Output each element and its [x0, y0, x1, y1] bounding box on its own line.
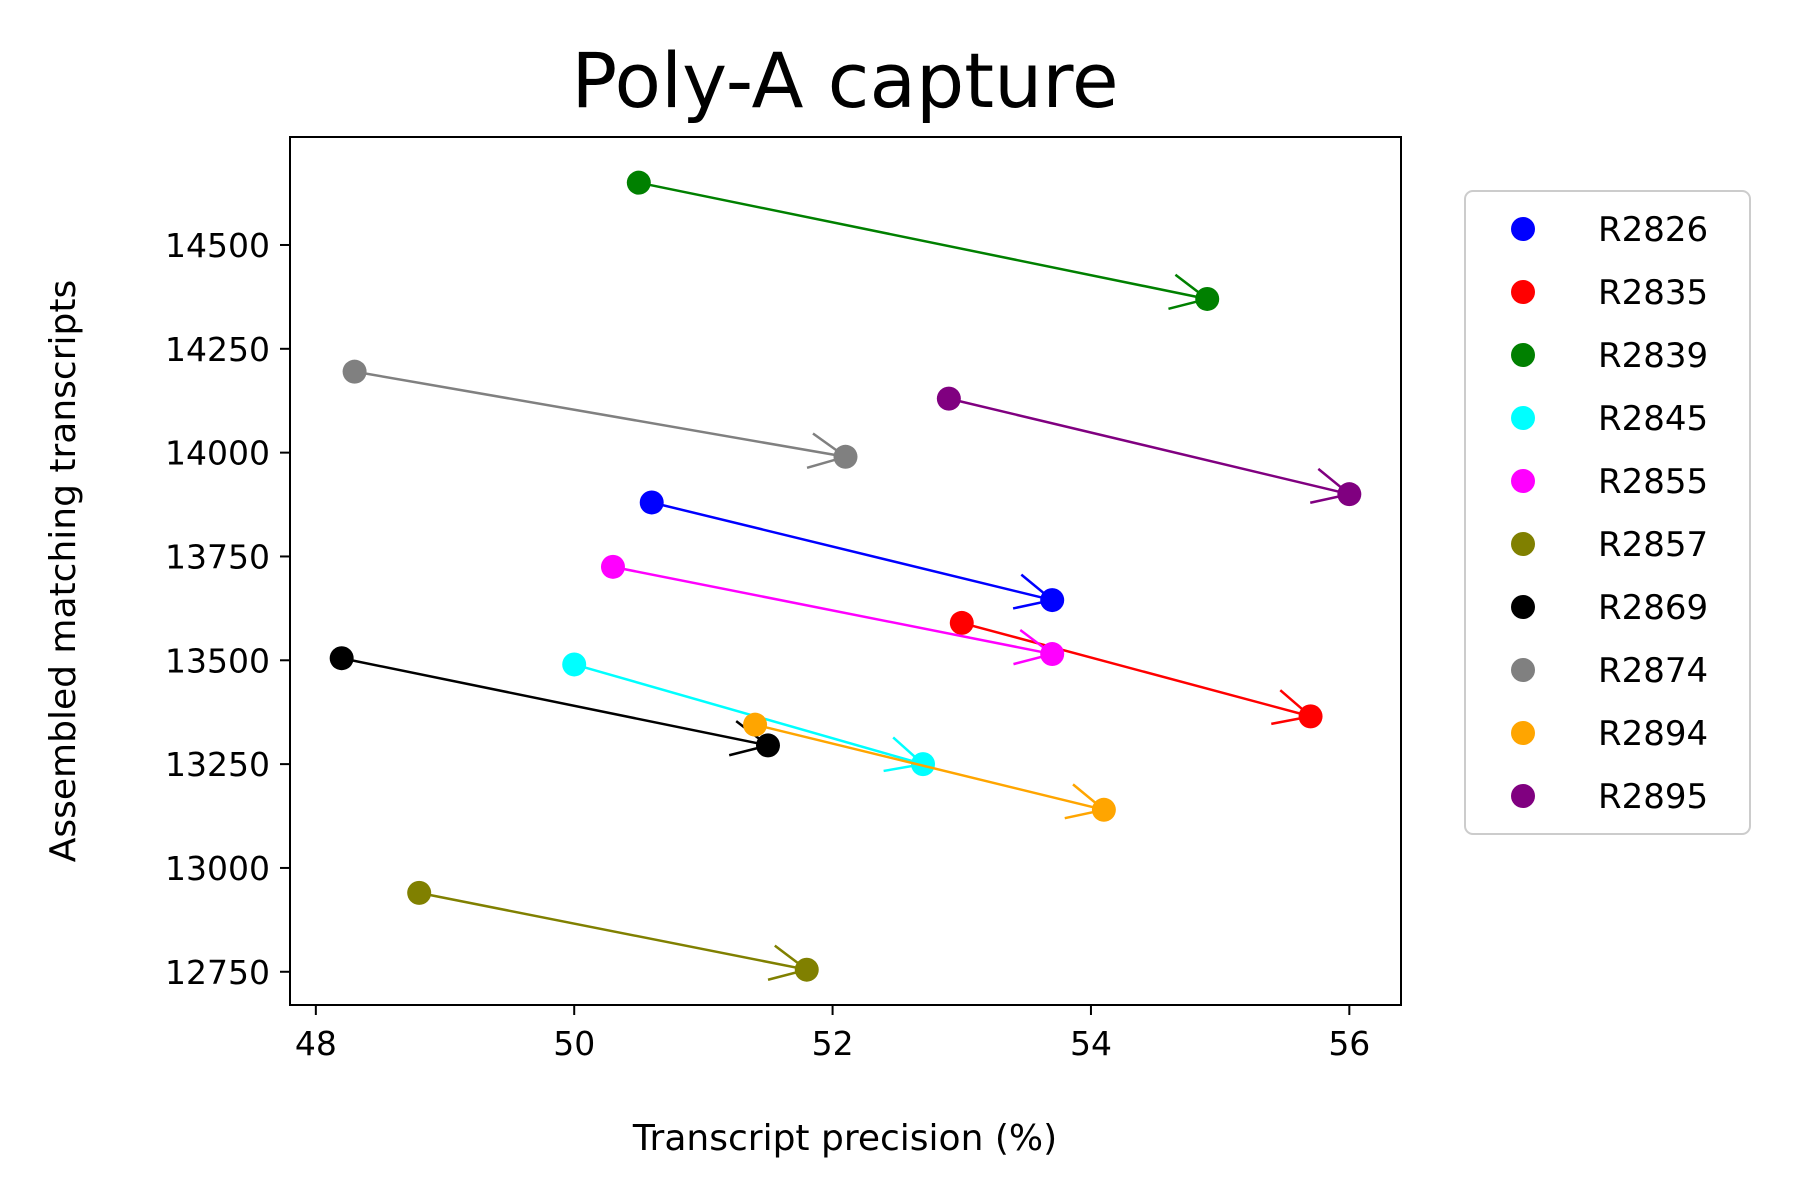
x-axis-label: Transcript precision (%)	[632, 1118, 1057, 1159]
series-arrow-line	[961, 621, 1311, 718]
legend-label: R2894	[1598, 714, 1708, 754]
y-tick-label: 14500	[165, 226, 270, 265]
data-point-end	[833, 444, 858, 469]
legend-label: R2874	[1598, 651, 1708, 691]
x-tick-label: 52	[812, 1024, 854, 1063]
y-axis: 12750 13000 13250 13500 13750 14000 14250 14500	[165, 226, 290, 992]
legend-marker	[1511, 217, 1535, 241]
plot-frame	[289, 136, 1402, 1006]
data-point-start	[743, 712, 768, 737]
data-point-start	[329, 646, 354, 671]
y-tick-label: 13500	[165, 641, 270, 680]
legend: R2826 R2835 R2839 R2845 R2855 R2857 R2869 R2874…	[1464, 190, 1751, 835]
y-tick-label: 14250	[165, 330, 270, 369]
series-arrow-line	[354, 370, 846, 459]
legend-marker	[1511, 658, 1535, 682]
legend-marker	[1511, 721, 1535, 745]
data-point-start	[600, 554, 625, 579]
y-tick-label: 13750	[165, 537, 270, 576]
y-axis-label: Assembled matching transcripts	[43, 280, 84, 863]
data-point-end	[794, 957, 819, 982]
y-tick-label: 12750	[165, 953, 270, 992]
data-point-end	[1195, 286, 1220, 311]
data-point-start	[562, 652, 587, 677]
chart-title: Poly-A capture	[571, 36, 1118, 125]
legend-label: R2826	[1598, 210, 1708, 250]
data-point-start	[949, 610, 974, 635]
x-tick-label: 48	[295, 1024, 337, 1063]
data-point-end	[1298, 704, 1323, 729]
data-point-end	[1091, 797, 1116, 822]
data-point-start	[936, 386, 961, 411]
data-point-end	[911, 752, 936, 777]
y-tick-label: 13250	[165, 745, 270, 784]
series-arrow-line	[651, 501, 1053, 602]
x-tick-label: 50	[553, 1024, 595, 1063]
legend-marker	[1511, 532, 1535, 556]
y-tick-label: 14000	[165, 434, 270, 473]
data-point-start	[342, 359, 367, 384]
legend-marker	[1511, 280, 1535, 304]
legend-label: R2895	[1598, 777, 1708, 817]
legend-marker	[1511, 784, 1535, 808]
data-point-end	[755, 733, 780, 758]
series-arrow-line	[754, 723, 1105, 812]
legend-marker	[1511, 595, 1535, 619]
series-arrow-line	[612, 565, 1053, 656]
legend-label: R2845	[1598, 399, 1708, 439]
data-point-start	[639, 490, 664, 515]
x-tick-label: 56	[1328, 1024, 1370, 1063]
data-point-start	[407, 880, 432, 905]
legend-label: R2869	[1598, 588, 1708, 628]
series-arrow-line	[638, 181, 1208, 301]
data-point-end	[1040, 588, 1065, 613]
series-arrow-line	[418, 891, 807, 971]
legend-frame	[1464, 190, 1751, 835]
x-axis: 48 50 52 54 56	[295, 1005, 1370, 1063]
x-tick-label: 54	[1070, 1024, 1112, 1063]
legend-marker	[1511, 406, 1535, 430]
plot-area	[329, 170, 1362, 982]
legend-label: R2839	[1598, 336, 1708, 376]
series-arrow-line	[341, 656, 769, 747]
legend-label: R2857	[1598, 525, 1708, 565]
data-point-end	[1337, 482, 1362, 507]
series-arrow-line	[948, 397, 1350, 496]
legend-marker	[1511, 469, 1535, 493]
series-arrow-line	[573, 663, 924, 766]
data-point-end	[1040, 642, 1065, 667]
legend-label: R2855	[1598, 462, 1708, 502]
legend-label: R2835	[1598, 273, 1708, 313]
legend-marker	[1511, 343, 1535, 367]
data-point-start	[626, 170, 651, 195]
y-tick-label: 13000	[165, 849, 270, 888]
